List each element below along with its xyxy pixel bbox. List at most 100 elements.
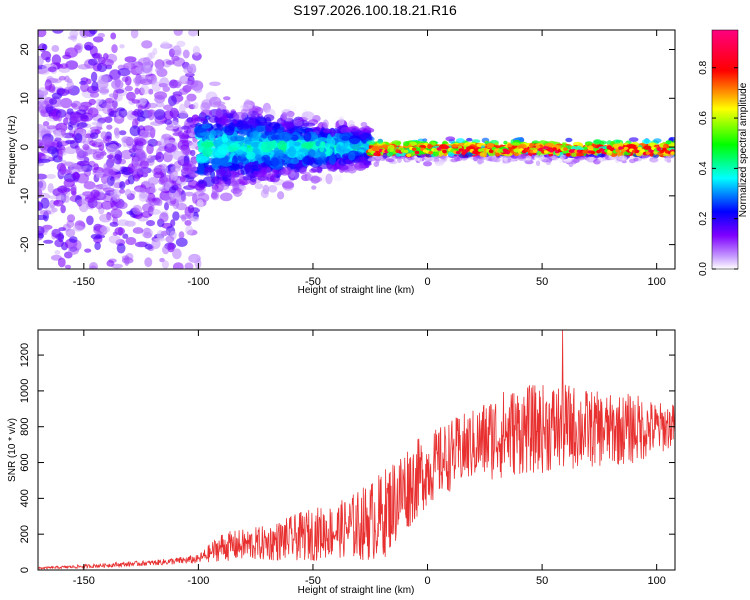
- spectrogram-cell: [276, 149, 285, 157]
- spectrogram-cell: [423, 161, 432, 167]
- spectrogram-cell: [88, 30, 98, 35]
- spectrogram-cell: [163, 104, 173, 111]
- spectrogram-cell: [324, 147, 333, 157]
- spectrogram-cell: [198, 163, 205, 175]
- spectrogram-cell: [68, 246, 80, 255]
- spectrogram-cell: [79, 30, 90, 38]
- spectrogram-cell: [179, 175, 186, 183]
- spectrogram-cell: [240, 104, 253, 110]
- y-tick-label: 20: [19, 43, 31, 55]
- spectrogram-cell: [169, 186, 177, 194]
- spectrogram-cell: [565, 153, 571, 157]
- spectrogram-cell: [71, 172, 81, 180]
- spectrogram-cell: [447, 151, 455, 157]
- spectrogram-cell: [146, 155, 155, 166]
- spectrogram-cell: [154, 109, 166, 120]
- spectrogram-cell: [167, 242, 175, 253]
- spectrogram-cell: [375, 159, 380, 164]
- spectrogram-cell: [565, 137, 573, 143]
- spectrogram-cell: [56, 7, 61, 14]
- spectrogram-cell: [142, 203, 155, 213]
- spectrogram-cell: [38, 270, 46, 279]
- spectrogram-cell: [290, 134, 299, 141]
- spectrogram-cell: [575, 152, 585, 157]
- spectrogram-cell: [62, 132, 75, 139]
- spectrogram-cell: [178, 130, 184, 138]
- spectrogram-cell: [301, 111, 315, 121]
- spectrogram-cell: [173, 81, 182, 89]
- spectrogram-cell: [158, 178, 165, 185]
- spectrogram-cell: [143, 227, 151, 236]
- spectrogram-cell: [329, 127, 336, 137]
- spectrogram-cell: [58, 227, 66, 232]
- spectrogram-cell: [543, 150, 549, 154]
- spectrogram-cell: [535, 145, 541, 149]
- spectrogram-cell: [208, 115, 220, 123]
- spectrogram-cell: [224, 125, 235, 136]
- spectrogram-cell: [191, 10, 196, 18]
- colorbar-tick-label: 0.0: [698, 262, 709, 276]
- spectrogram-cell: [38, 200, 42, 211]
- spectrogram-cell: [62, 195, 70, 203]
- spectrogram-cell: [220, 166, 231, 177]
- spectrogram-blobs: [38, 7, 675, 296]
- spectrogram-cell: [620, 149, 626, 153]
- spectrogram-cell: [563, 158, 573, 163]
- spectrogram-cell: [97, 32, 106, 38]
- spectrogram-cell: [371, 145, 380, 152]
- spectrogram-cell: [147, 289, 153, 296]
- spectrogram-cell: [69, 139, 79, 149]
- spectrogram-cell: [301, 142, 314, 149]
- spectrogram-cell: [85, 78, 92, 85]
- spectrogram-cell: [113, 210, 119, 218]
- spectrogram-cell: [106, 154, 114, 159]
- spectrogram-cell: [219, 162, 232, 167]
- spectrogram-cell: [51, 207, 58, 213]
- spectrogram-cell: [618, 146, 623, 150]
- spectrogram-cell: [178, 231, 185, 239]
- spectrogram-cell: [114, 131, 120, 139]
- spectrogram-cell: [184, 262, 194, 269]
- spectrogram-cell: [198, 179, 204, 185]
- spectrogram-cell: [45, 12, 56, 21]
- spectrogram-cell: [123, 62, 136, 70]
- spectrogram-cell: [184, 7, 194, 15]
- spectrogram-cell: [345, 126, 359, 132]
- spectrogram-cell: [486, 142, 494, 149]
- spectrogram-cell: [51, 45, 60, 52]
- spectrogram-cell: [360, 121, 368, 128]
- spectrogram-cell: [164, 202, 169, 211]
- spectrogram-cell: [560, 154, 566, 160]
- x-tick-label: -150: [73, 276, 95, 288]
- spectrogram-cell: [84, 248, 92, 253]
- spectrogram-cell: [95, 170, 104, 179]
- spectrogram-cell: [182, 49, 190, 59]
- spectrogram-cell: [111, 44, 118, 54]
- spectrogram-cell: [598, 140, 607, 145]
- spectrogram-cell: [100, 131, 108, 140]
- spectrogram-cell: [211, 130, 224, 136]
- spectrogram-cell: [44, 79, 52, 91]
- spectrogram-cell: [223, 96, 231, 101]
- spectrogram-cell: [214, 108, 223, 118]
- spectrogram-cell: [100, 174, 109, 185]
- spectrogram-cell: [53, 199, 64, 207]
- spectrogram-cell: [532, 149, 538, 153]
- spectrogram-cell: [38, 179, 47, 191]
- spectrogram-cell: [171, 45, 182, 56]
- spectrogram-cell: [455, 150, 461, 155]
- spectrogram-cell: [434, 160, 445, 166]
- spectrogram-cell: [127, 174, 135, 185]
- spectrogram-cell: [193, 102, 199, 110]
- spectrogram-cell: [109, 221, 119, 227]
- spectrogram-cell: [176, 202, 188, 211]
- spectrogram-cell: [129, 125, 141, 137]
- spectrogram-cell: [168, 287, 177, 293]
- spectrogram-cell: [217, 144, 231, 155]
- spectrogram-cell: [282, 181, 294, 189]
- spectrogram-cell: [100, 200, 114, 210]
- spectrogram-cell: [70, 103, 78, 108]
- spectrogram-cell: [665, 157, 671, 162]
- spectrogram-cell: [261, 154, 271, 163]
- spectrogram-cell: [348, 135, 361, 145]
